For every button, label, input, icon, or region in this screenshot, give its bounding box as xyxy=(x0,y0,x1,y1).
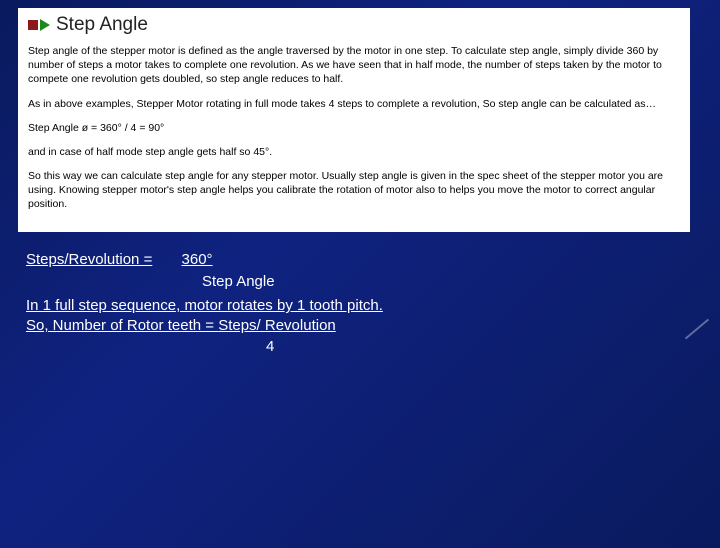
numerator-360: 360° xyxy=(182,251,213,268)
paragraph-2: As in above examples, Stepper Motor rota… xyxy=(28,97,680,111)
formula-line-3: In 1 full step sequence, motor rotates b… xyxy=(26,296,690,316)
rotor-teeth-label: So, Number of Rotor teeth = xyxy=(26,317,218,334)
formula-section: Steps/Revolution = 360° Step Angle In 1 … xyxy=(0,232,720,357)
paragraph-4: and in case of half mode step angle gets… xyxy=(28,145,680,159)
heading-text: Step Angle xyxy=(56,14,148,36)
paragraph-1: Step angle of the stepper motor is defin… xyxy=(28,44,680,87)
paragraph-5: So this way we can calculate step angle … xyxy=(28,169,680,212)
play-triangle-icon xyxy=(40,19,50,31)
formula-line-1: Steps/Revolution = 360° xyxy=(26,250,690,270)
formula-line-2: Step Angle xyxy=(26,272,690,292)
formula-line-5: 4 xyxy=(26,337,690,357)
full-step-sentence: In 1 full step sequence, motor rotates b… xyxy=(26,297,383,314)
content-panel: Step Angle Step angle of the stepper mot… xyxy=(18,8,690,232)
steps-rev-label: Steps/Revolution = xyxy=(26,251,152,268)
bullet-square-icon xyxy=(28,20,38,30)
rotor-teeth-numerator: Steps/ Revolution xyxy=(218,317,336,334)
paragraph-3: Step Angle ø = 360° / 4 = 90° xyxy=(28,121,680,135)
formula-line-4: So, Number of Rotor teeth = Steps/ Revol… xyxy=(26,316,690,336)
heading-row: Step Angle xyxy=(28,14,680,36)
